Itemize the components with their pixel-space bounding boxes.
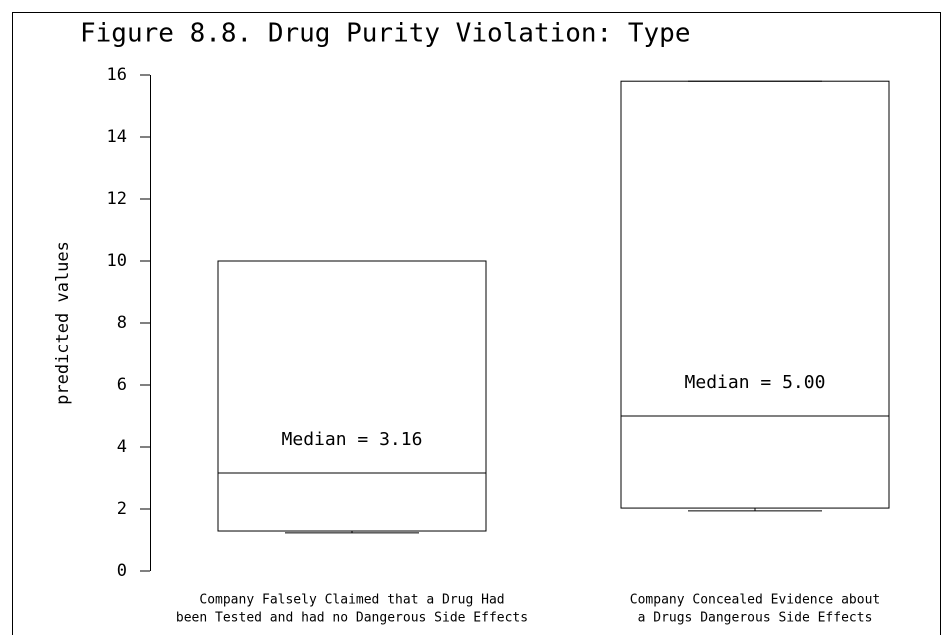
y-tick-label: 6: [117, 375, 127, 395]
y-tick-label: 10: [107, 251, 127, 271]
x-tick-label: been Tested and had no Dangerous Side Ef…: [176, 611, 528, 626]
y-tick-label: 2: [117, 499, 127, 519]
y-tick-label: 14: [107, 127, 127, 147]
median-label: Median = 5.00: [685, 372, 826, 393]
x-tick-label: a Drugs Dangerous Side Effects: [638, 611, 873, 626]
box: [217, 260, 487, 532]
y-tick-label: 4: [117, 437, 127, 457]
y-tick-label: 0: [117, 561, 127, 581]
x-tick-label: Company Concealed Evidence about: [630, 593, 880, 608]
frame: [12, 12, 941, 635]
y-tick-label: 12: [107, 189, 127, 209]
x-tick-label: Company Falsely Claimed that a Drug Had: [199, 593, 504, 608]
y-tick-label: 16: [107, 65, 127, 85]
y-axis-label: predicted values: [53, 241, 73, 405]
median-label: Median = 3.16: [282, 429, 423, 450]
y-tick-label: 8: [117, 313, 127, 333]
box: [620, 80, 890, 509]
chart-title: Figure 8.8. Drug Purity Violation: Type: [80, 19, 690, 49]
